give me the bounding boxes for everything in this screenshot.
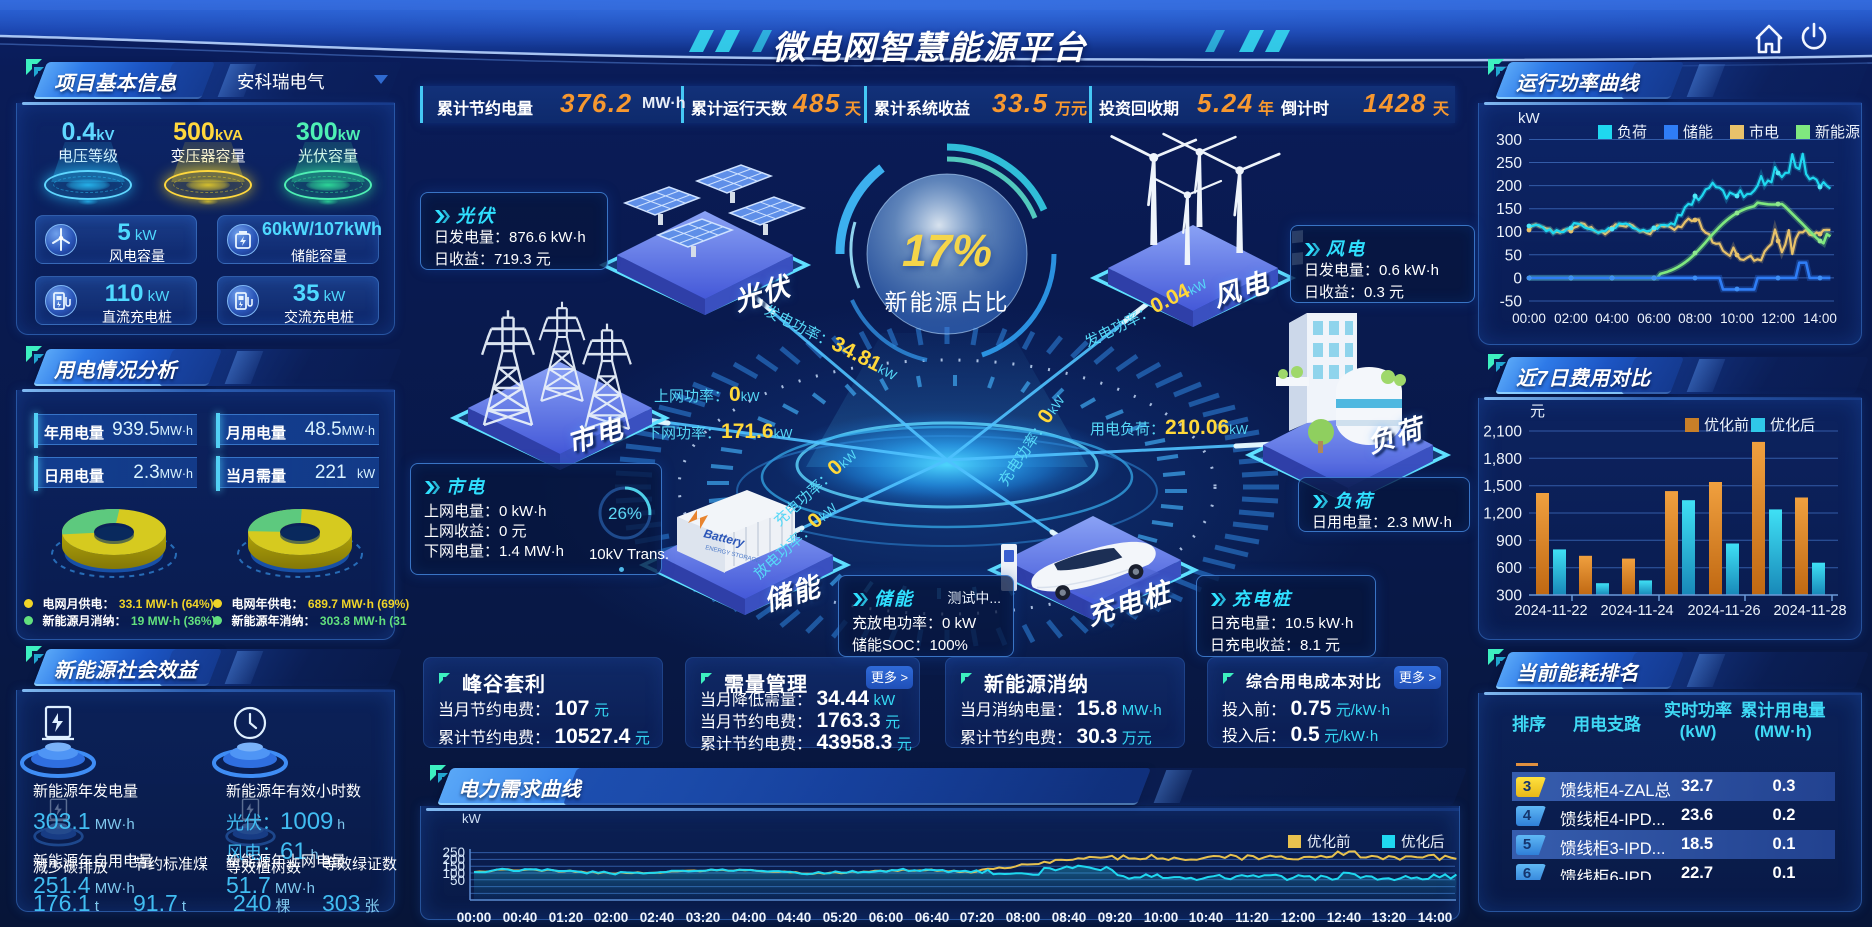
svg-text:kW: kW	[462, 811, 482, 826]
svg-text:300: 300	[1496, 588, 1522, 605]
svg-text:0: 0	[1513, 270, 1522, 287]
svg-text:04:00: 04:00	[1595, 311, 1629, 326]
svg-text:新能源: 新能源	[1815, 124, 1860, 141]
svg-text:250: 250	[1496, 155, 1522, 172]
svg-text:12:00: 12:00	[1761, 311, 1795, 326]
svg-text:-50: -50	[1500, 294, 1523, 311]
svg-text:优化前: 优化前	[1704, 417, 1749, 434]
svg-text:26%: 26%	[608, 504, 642, 523]
svg-text:50: 50	[1505, 247, 1523, 264]
svg-text:50: 50	[450, 873, 465, 888]
svg-text:08:40: 08:40	[1052, 910, 1087, 925]
svg-text:02:00: 02:00	[1554, 311, 1588, 326]
svg-text:11:20: 11:20	[1235, 910, 1269, 925]
svg-text:200: 200	[442, 852, 465, 867]
svg-text:150: 150	[1496, 201, 1522, 218]
svg-text:250: 250	[442, 845, 465, 860]
svg-text:1,800: 1,800	[1483, 451, 1522, 468]
svg-text:10:00: 10:00	[1720, 311, 1754, 326]
svg-text:07:20: 07:20	[960, 910, 995, 925]
svg-text:优化前: 优化前	[1307, 834, 1351, 851]
svg-text:市电: 市电	[1749, 124, 1779, 141]
svg-text:12:40: 12:40	[1327, 910, 1362, 925]
svg-text:1,200: 1,200	[1483, 506, 1522, 523]
svg-text:02:00: 02:00	[594, 910, 629, 925]
svg-text:04:40: 04:40	[777, 910, 812, 925]
svg-text:12:00: 12:00	[1281, 910, 1316, 925]
svg-text:200: 200	[1496, 178, 1522, 195]
svg-text:900: 900	[1496, 533, 1522, 550]
svg-text:08:00: 08:00	[1006, 910, 1041, 925]
svg-text:06:00: 06:00	[1637, 311, 1671, 326]
svg-text:100: 100	[442, 866, 465, 881]
svg-text:1,500: 1,500	[1483, 478, 1522, 495]
svg-text:09:20: 09:20	[1098, 910, 1133, 925]
svg-text:600: 600	[1496, 560, 1522, 577]
svg-text:kW: kW	[1518, 110, 1541, 127]
svg-text:03:20: 03:20	[686, 910, 721, 925]
svg-text:05:20: 05:20	[823, 910, 858, 925]
svg-text:负荷: 负荷	[1617, 124, 1647, 141]
svg-text:00:00: 00:00	[1512, 311, 1546, 326]
svg-text:2024-11-24: 2024-11-24	[1600, 603, 1673, 619]
svg-text:00:40: 00:40	[503, 910, 538, 925]
svg-text:100: 100	[1496, 224, 1522, 241]
svg-text:2024-11-28: 2024-11-28	[1773, 603, 1846, 619]
svg-text:300: 300	[1496, 132, 1522, 149]
svg-text:150: 150	[442, 859, 465, 874]
svg-text:储能: 储能	[1683, 124, 1713, 141]
svg-text:14:00: 14:00	[1803, 311, 1837, 326]
svg-text:01:20: 01:20	[549, 910, 584, 925]
svg-text:优化后: 优化后	[1770, 417, 1815, 434]
svg-text:10:00: 10:00	[1144, 910, 1179, 925]
svg-text:2024-11-22: 2024-11-22	[1514, 603, 1587, 619]
svg-text:14:00: 14:00	[1418, 910, 1453, 925]
svg-text:06:00: 06:00	[869, 910, 904, 925]
svg-text:2024-11-26: 2024-11-26	[1687, 603, 1760, 619]
svg-text:优化后: 优化后	[1401, 834, 1445, 851]
svg-text:06:40: 06:40	[915, 910, 950, 925]
svg-text:13:20: 13:20	[1372, 910, 1407, 925]
svg-text:02:40: 02:40	[640, 910, 675, 925]
svg-text:元: 元	[1530, 403, 1545, 420]
svg-text:10:40: 10:40	[1189, 910, 1224, 925]
svg-text:08:00: 08:00	[1678, 311, 1712, 326]
svg-text:00:00: 00:00	[457, 910, 492, 925]
svg-text:04:00: 04:00	[732, 910, 767, 925]
svg-text:2,100: 2,100	[1483, 424, 1522, 441]
